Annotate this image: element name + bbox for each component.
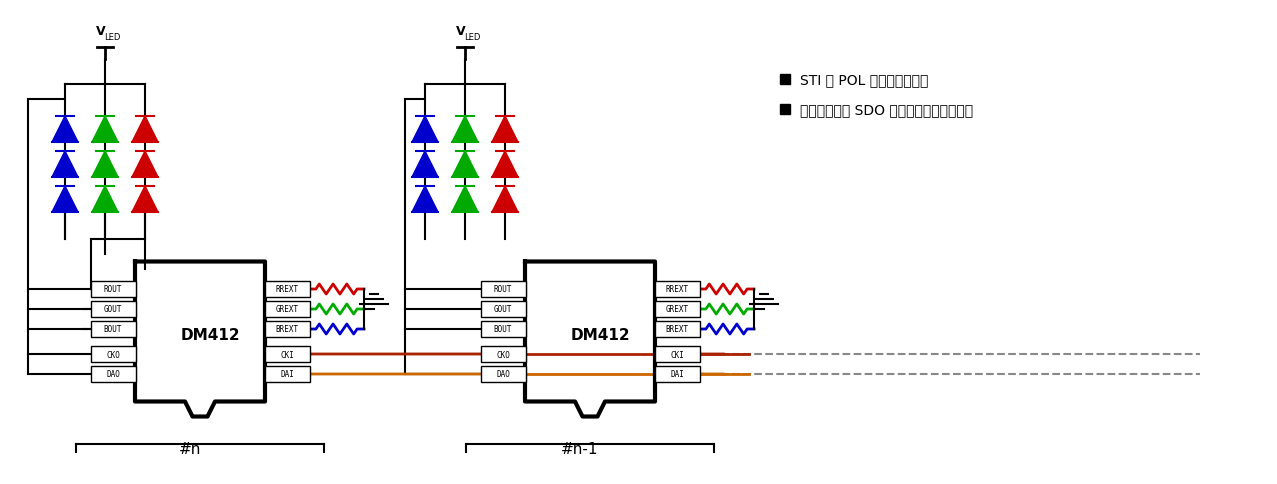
Text: V: V (96, 25, 106, 38)
Text: RREXT: RREXT (276, 285, 299, 294)
Text: ROUT: ROUT (494, 285, 512, 294)
Text: #n: #n (179, 441, 202, 456)
Polygon shape (52, 187, 78, 212)
Text: GREXT: GREXT (665, 305, 688, 314)
Bar (480, 366, 526, 382)
Text: CKI: CKI (670, 350, 684, 359)
Text: DAO: DAO (106, 370, 120, 378)
Bar (480, 346, 526, 362)
Bar (91, 346, 135, 362)
Text: BREXT: BREXT (276, 325, 299, 334)
Text: #n-1: #n-1 (562, 441, 599, 456)
Bar (91, 302, 135, 318)
Polygon shape (132, 117, 158, 143)
Text: DM412: DM412 (180, 327, 240, 342)
Text: DM412: DM412 (571, 327, 630, 342)
Polygon shape (52, 151, 78, 178)
Polygon shape (452, 151, 478, 178)
Bar (655, 346, 700, 362)
Polygon shape (452, 187, 478, 212)
Text: BOUT: BOUT (103, 325, 123, 334)
Text: CKO: CKO (106, 350, 120, 359)
Polygon shape (132, 187, 158, 212)
Text: GREXT: GREXT (276, 305, 299, 314)
Bar (780, 105, 790, 115)
Bar (655, 281, 700, 297)
Polygon shape (492, 117, 518, 143)
Bar (480, 302, 526, 318)
Text: CKO: CKO (495, 350, 510, 359)
Bar (91, 366, 135, 382)
Text: ROUT: ROUT (103, 285, 123, 294)
Polygon shape (132, 151, 158, 178)
Polygon shape (452, 117, 478, 143)
Polygon shape (492, 187, 518, 212)
Bar (780, 75, 790, 85)
Bar (91, 281, 135, 297)
Bar (264, 321, 309, 337)
Text: LED: LED (103, 33, 120, 42)
Bar (655, 302, 700, 318)
Text: DAO: DAO (495, 370, 510, 378)
Text: CKI: CKI (280, 350, 294, 359)
Bar (264, 346, 309, 362)
Bar (91, 321, 135, 337)
Bar (480, 281, 526, 297)
Bar (655, 321, 700, 337)
Text: V: V (456, 25, 466, 38)
Text: 视系统应用将 SDO 端连接至高或低电位源: 视系统应用将 SDO 端连接至高或低电位源 (799, 103, 973, 117)
Polygon shape (92, 187, 117, 212)
Bar (655, 366, 700, 382)
Bar (264, 366, 309, 382)
Text: GOUT: GOUT (494, 305, 512, 314)
Bar (480, 321, 526, 337)
Text: BOUT: BOUT (494, 325, 512, 334)
Polygon shape (92, 151, 117, 178)
Polygon shape (412, 151, 438, 178)
Polygon shape (52, 117, 78, 143)
Polygon shape (412, 187, 438, 212)
Polygon shape (412, 117, 438, 143)
Text: GOUT: GOUT (103, 305, 123, 314)
Text: STI 与 POL 端连接至高准位: STI 与 POL 端连接至高准位 (799, 73, 928, 87)
Text: LED: LED (464, 33, 480, 42)
Polygon shape (492, 151, 518, 178)
Text: BREXT: BREXT (665, 325, 688, 334)
Text: DAI: DAI (280, 370, 294, 378)
Text: RREXT: RREXT (665, 285, 688, 294)
Text: DAI: DAI (670, 370, 684, 378)
Bar (264, 281, 309, 297)
Polygon shape (92, 117, 117, 143)
Bar (264, 302, 309, 318)
